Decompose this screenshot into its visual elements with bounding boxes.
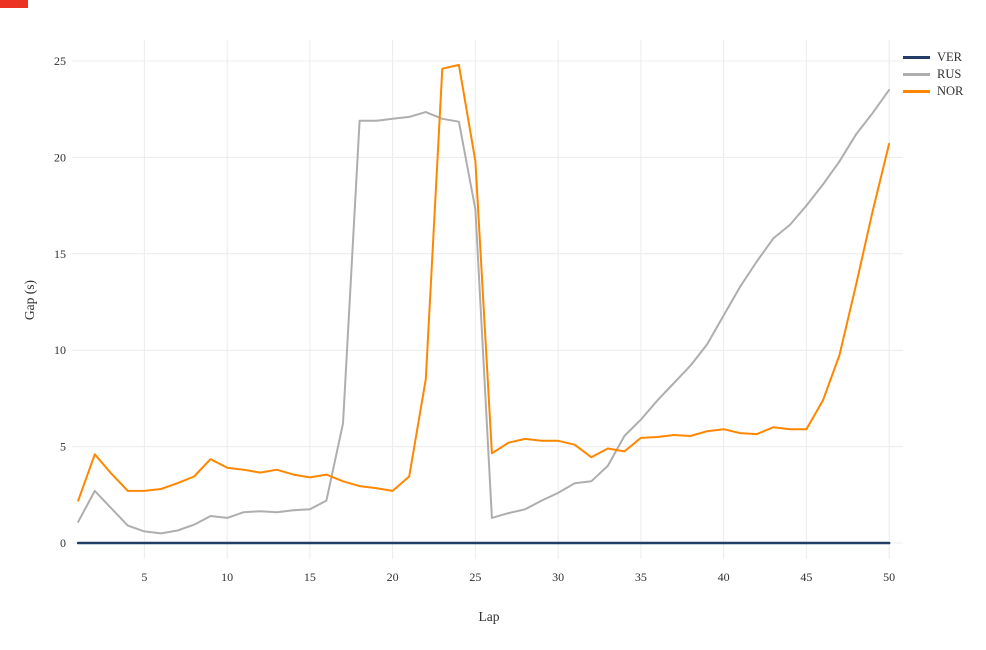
x-tick-label: 15 (304, 570, 316, 584)
legend-swatch-ver (903, 56, 930, 59)
x-tick-label: 10 (221, 570, 233, 584)
y-tick-label: 15 (54, 247, 66, 261)
x-tick-label: 30 (552, 570, 564, 584)
legend-swatch-rus (903, 73, 930, 76)
legend-item-nor[interactable]: NOR (903, 83, 963, 100)
x-tick-label: 45 (800, 570, 812, 584)
x-tick-label: 20 (387, 570, 399, 584)
y-tick-label: 25 (54, 54, 66, 68)
y-axis-title: Gap (s) (22, 279, 37, 321)
x-tick-label: 50 (883, 570, 895, 584)
y-tick-label: 10 (54, 343, 66, 357)
x-tick-label: 5 (141, 570, 147, 584)
x-tick-label: 35 (635, 570, 647, 584)
legend-label: RUS (937, 67, 962, 81)
legend-label: NOR (937, 84, 964, 98)
series-line-rus[interactable] (77, 88, 891, 535)
x-tick-label: 25 (469, 570, 481, 584)
legend-swatch-nor (903, 90, 930, 93)
x-tick-label: 40 (718, 570, 730, 584)
legend-label: VER (937, 50, 962, 64)
y-tick-label: 0 (60, 536, 66, 550)
series-line-nor[interactable] (77, 63, 891, 502)
legend-item-ver[interactable]: VER (903, 49, 963, 66)
y-tick-label: 5 (60, 440, 66, 454)
y-tick-label: 20 (54, 150, 66, 164)
recording-indicator (0, 0, 28, 8)
x-axis-title: Lap (478, 609, 500, 624)
legend: VER RUS NOR (903, 49, 963, 100)
legend-item-rus[interactable]: RUS (903, 66, 963, 83)
